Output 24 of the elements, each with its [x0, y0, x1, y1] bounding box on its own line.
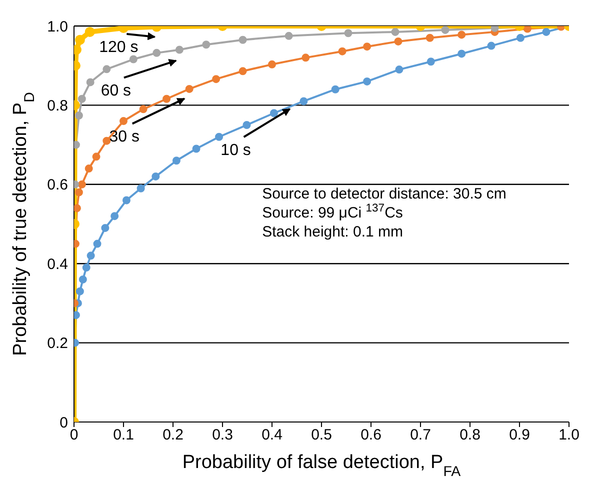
- x-tick-label: 0.5: [311, 426, 332, 444]
- y-tick-label: 0.8: [47, 98, 68, 115]
- x-tick-label: 0.3: [212, 426, 233, 444]
- annotation: 60 s: [100, 82, 132, 100]
- x-axis-title: Probability of false detection, P$_{FA}$: [182, 452, 462, 480]
- annotation: 10 s: [220, 142, 251, 159]
- x-tick-label: 0.7: [410, 426, 431, 444]
- x-tick-label: 0.2: [162, 426, 184, 444]
- annotation: 120 s: [99, 38, 138, 56]
- y-tick-label: 0.2: [47, 335, 68, 352]
- x-tick-label: 0.8: [460, 426, 480, 444]
- y-tick-label: 0.6: [47, 176, 68, 194]
- annotation: Source to detector distance: 30.5 cm: [262, 185, 506, 202]
- annotation: 30 s: [109, 128, 140, 146]
- annotation: Stack height: 0.1 mm: [262, 223, 404, 240]
- y-tick-label: 1.0: [47, 18, 68, 36]
- x-tick-label: 1.0: [558, 426, 580, 444]
- x-tick-label: 0.1: [113, 426, 134, 444]
- x-tick-label: 0.6: [360, 426, 382, 444]
- y-tick-label: 0: [60, 414, 68, 432]
- annotation: Source: 99 μCi $^{137}$Cs: [262, 202, 403, 222]
- x-tick-label: 0.4: [262, 426, 282, 444]
- y-tick-label: 0.4: [47, 256, 68, 273]
- x-tick-label: 0.9: [509, 426, 530, 444]
